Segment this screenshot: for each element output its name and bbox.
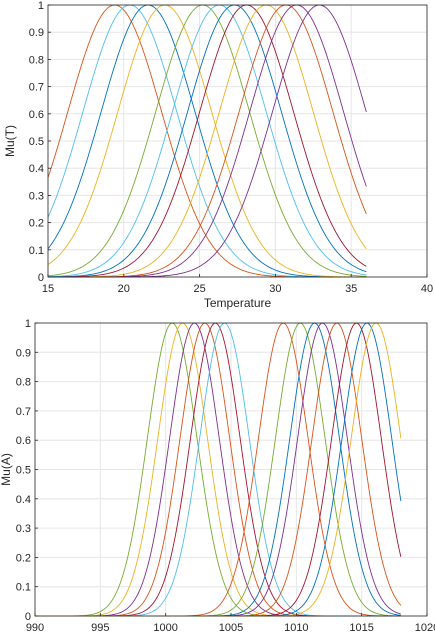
y-tick-label: 0.8 — [16, 377, 31, 389]
x-tick-label: 1010 — [284, 622, 308, 634]
y-axis-label: Mu(A) — [0, 453, 13, 486]
y-tick-label: 0.5 — [16, 465, 31, 477]
y-tick-label: 0.9 — [16, 347, 31, 359]
x-tick-label: 1015 — [349, 622, 373, 634]
x-tick-label: 1000 — [153, 622, 177, 634]
series-line-7 — [47, 4, 367, 278]
y-tick-label: 0.4 — [29, 163, 44, 175]
y-tick-label: 0.3 — [29, 190, 44, 202]
y-tick-label: 0.2 — [29, 218, 44, 230]
y-tick-label: 0 — [38, 272, 44, 284]
series-line-4 — [47, 4, 367, 278]
series-line-6 — [47, 4, 367, 278]
x-axis-label: Temperature — [204, 296, 272, 310]
chart-panel-temperature: 15 20 25 30 35 40 0 0.1 0.2 0.3 0.4 0.5 0.6 0.7 0.8 0.9… — [3, 0, 433, 310]
x-tick-label: 35 — [345, 283, 357, 295]
x-tick-label: 15 — [42, 283, 54, 295]
y-tick-label: 1 — [25, 318, 31, 330]
x-tick-label: 1005 — [219, 622, 243, 634]
y-tick-label: 0.7 — [29, 82, 44, 94]
x-tick-label: 40 — [421, 283, 433, 295]
y-tick-label: 0.6 — [16, 435, 31, 447]
y-tick-label: 0.8 — [29, 54, 44, 66]
x-tick-label: 20 — [118, 283, 130, 295]
x-tick-label: 990 — [26, 622, 44, 634]
y-tick-label: 0.2 — [16, 552, 31, 564]
y-tick-label: 0 — [25, 611, 31, 623]
series-line-5 — [47, 4, 367, 277]
series-line-8 — [48, 4, 367, 278]
y-tick-label: 0.3 — [16, 523, 31, 535]
x-tick-label: 25 — [193, 283, 205, 295]
y-tick-label: 0.7 — [16, 406, 31, 418]
y-tick-label: 0.9 — [29, 27, 44, 39]
x-tick-label: 995 — [91, 622, 109, 634]
y-tick-label: 1 — [38, 0, 44, 12]
y-axis-label: Mu(T) — [3, 125, 17, 157]
y-tick-label: 0.1 — [16, 582, 31, 594]
x-tick-label: 30 — [269, 283, 281, 295]
y-tick-label: 0.1 — [29, 245, 44, 257]
y-tick-label: 0.6 — [29, 109, 44, 121]
y-tick-label: 0.5 — [29, 136, 44, 148]
y-tick-label: 0.4 — [16, 494, 31, 506]
